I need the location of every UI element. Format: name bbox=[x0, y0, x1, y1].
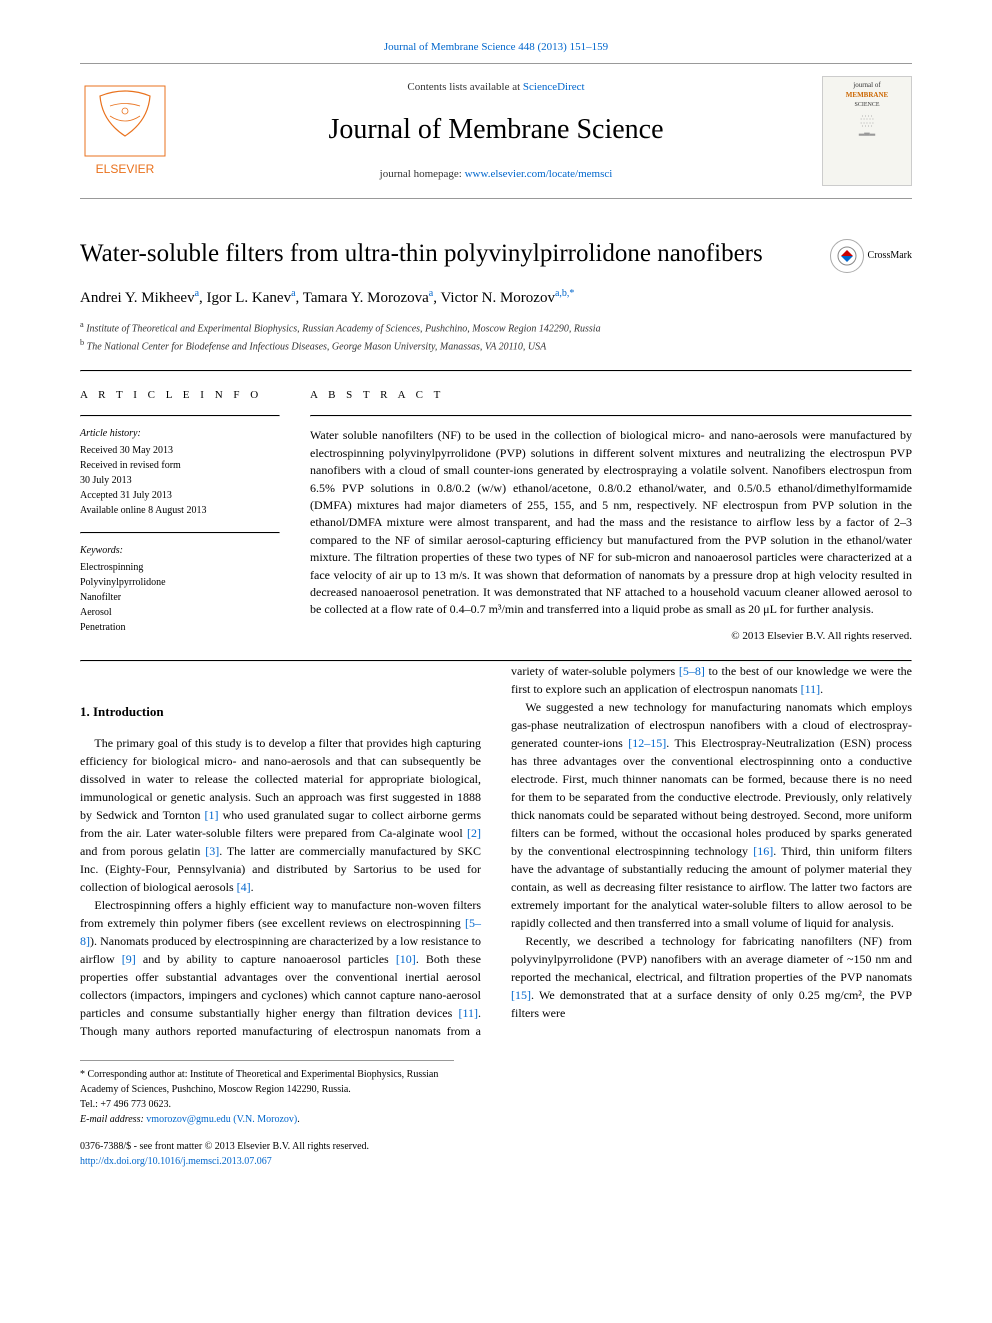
ref-link[interactable]: [11] bbox=[801, 682, 821, 696]
history-item: Received 30 May 2013 bbox=[80, 443, 280, 458]
elsevier-text: ELSEVIER bbox=[96, 162, 155, 176]
body-columns: 1. Introduction The primary goal of this… bbox=[80, 662, 912, 1040]
ref-link[interactable]: [4] bbox=[237, 880, 251, 894]
history-label: Article history: bbox=[80, 427, 280, 441]
section-1-heading: 1. Introduction bbox=[80, 702, 481, 722]
doi-link[interactable]: http://dx.doi.org/10.1016/j.memsci.2013.… bbox=[80, 1156, 272, 1167]
history-item: Accepted 31 July 2013 bbox=[80, 488, 280, 503]
ref-link[interactable]: [10] bbox=[396, 952, 416, 966]
homepage-link[interactable]: www.elsevier.com/locate/memsci bbox=[465, 168, 613, 180]
history-item: Available online 8 August 2013 bbox=[80, 503, 280, 518]
ref-link[interactable]: [2] bbox=[467, 826, 481, 840]
email-link[interactable]: vmorozov@gmu.edu (V.N. Morozov) bbox=[146, 1114, 297, 1125]
corresponding-author-footnote: * Corresponding author at: Institute of … bbox=[80, 1060, 454, 1127]
citation-header: Journal of Membrane Science 448 (2013) 1… bbox=[80, 40, 912, 55]
keyword: Electrospinning bbox=[80, 560, 280, 575]
contents-line: Contents lists available at ScienceDirec… bbox=[170, 80, 822, 95]
crossmark-badge[interactable]: CrossMark bbox=[830, 239, 912, 273]
keyword: Aerosol bbox=[80, 605, 280, 620]
affiliations: a Institute of Theoretical and Experimen… bbox=[80, 319, 912, 354]
history-item: Received in revised form bbox=[80, 458, 280, 473]
elsevier-logo: ELSEVIER bbox=[80, 81, 170, 181]
top-rule bbox=[80, 63, 912, 64]
abstract-text: Water soluble nanofilters (NF) to be use… bbox=[310, 427, 912, 618]
body-paragraph: We suggested a new technology for manufa… bbox=[511, 698, 912, 932]
journal-cover-thumbnail: journal of MEMBRANE SCIENCE ∴∵∴∵∴∵▂▃▂ bbox=[822, 76, 912, 186]
article-info-heading: A R T I C L E I N F O bbox=[80, 388, 280, 403]
abstract-copyright: © 2013 Elsevier B.V. All rights reserved… bbox=[310, 629, 912, 644]
authors-line: Andrei Y. Mikheeva, Igor L. Kaneva, Tama… bbox=[80, 287, 912, 309]
journal-header: ELSEVIER Contents lists available at Sci… bbox=[80, 76, 912, 199]
ref-link[interactable]: [3] bbox=[205, 844, 219, 858]
ref-link[interactable]: [5–8] bbox=[679, 664, 705, 678]
homepage-line: journal homepage: www.elsevier.com/locat… bbox=[170, 167, 822, 182]
crossmark-label: CrossMark bbox=[868, 249, 912, 263]
sciencedirect-link[interactable]: ScienceDirect bbox=[523, 81, 585, 93]
article-info-column: A R T I C L E I N F O Article history: R… bbox=[80, 388, 280, 644]
abstract-heading: A B S T R A C T bbox=[310, 388, 912, 403]
article-title: Water-soluble filters from ultra-thin po… bbox=[80, 239, 810, 269]
ref-link[interactable]: [15] bbox=[511, 988, 531, 1002]
ref-link[interactable]: [16] bbox=[753, 844, 773, 858]
abstract-column: A B S T R A C T Water soluble nanofilter… bbox=[310, 388, 912, 644]
bottom-metadata: 0376-7388/$ - see front matter © 2013 El… bbox=[80, 1139, 912, 1169]
body-paragraph: Recently, we described a technology for … bbox=[511, 932, 912, 1022]
body-paragraph: The primary goal of this study is to dev… bbox=[80, 734, 481, 896]
keyword: Penetration bbox=[80, 620, 280, 635]
ref-link[interactable]: [1] bbox=[205, 808, 219, 822]
ref-link[interactable]: [9] bbox=[122, 952, 136, 966]
keyword: Polyvinylpyrrolidone bbox=[80, 575, 280, 590]
keywords-label: Keywords: bbox=[80, 544, 280, 558]
keyword: Nanofilter bbox=[80, 590, 280, 605]
crossmark-icon bbox=[837, 246, 857, 266]
ref-link[interactable]: [12–15] bbox=[628, 736, 666, 750]
ref-link[interactable]: [11] bbox=[458, 1006, 478, 1020]
journal-name: Journal of Membrane Science bbox=[170, 110, 822, 149]
history-item: 30 July 2013 bbox=[80, 473, 280, 488]
